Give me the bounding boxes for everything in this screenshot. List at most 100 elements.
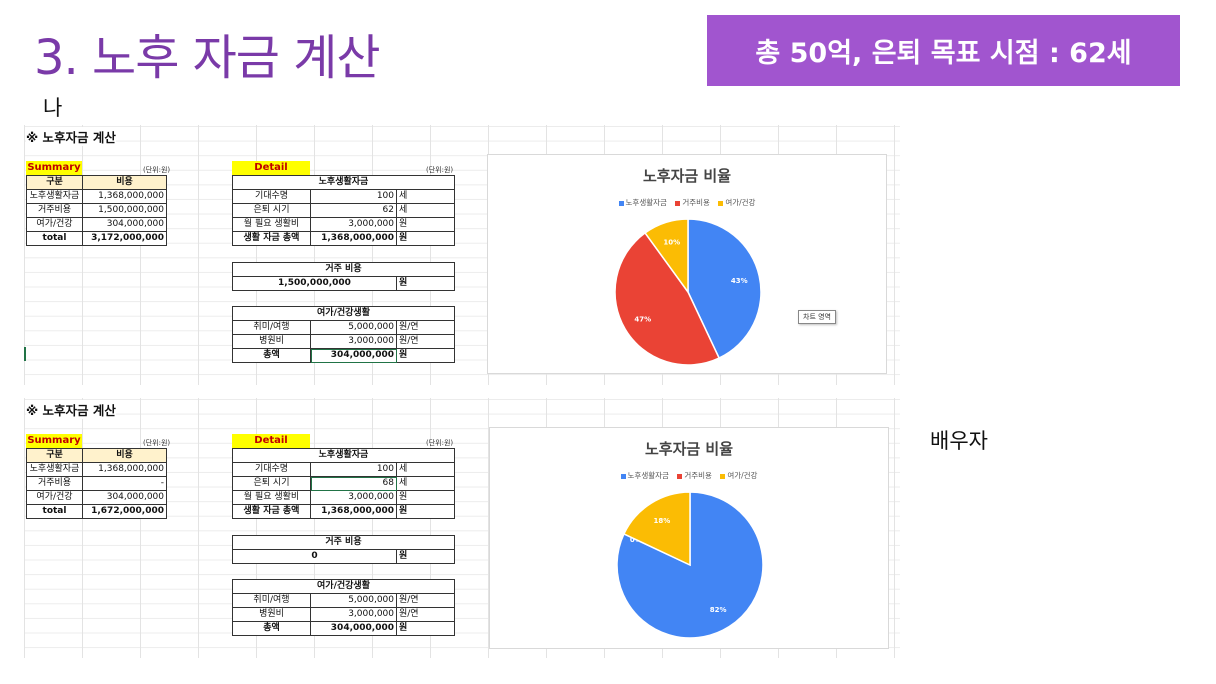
value-cell[interactable]: 62 — [310, 203, 397, 218]
pie-chart-spouse[interactable]: 노후자금 비율 노후생활자금 거주비용 여가/건강 82%0%18% — [489, 427, 889, 649]
unit-cell[interactable]: 원/연 — [396, 607, 455, 622]
unit-cell[interactable]: 원 — [396, 490, 455, 505]
unit-cell[interactable]: 세 — [396, 476, 455, 491]
label-cell[interactable]: 노후생활자금 — [26, 189, 83, 204]
label-cell[interactable]: 거주비용 — [26, 476, 83, 491]
total-label-cell[interactable]: total — [26, 504, 83, 519]
housing-header[interactable]: 거주 비용 — [232, 535, 455, 550]
living-header[interactable]: 노후생활자금 — [232, 448, 455, 463]
unit-cell[interactable]: 세 — [396, 462, 455, 477]
unit-cell[interactable]: 원/연 — [396, 593, 455, 608]
label-cell[interactable]: 거주비용 — [26, 203, 83, 218]
unit-cell[interactable]: 원 — [396, 621, 455, 636]
label-cell[interactable]: 취미/여행 — [232, 593, 311, 608]
label-cell[interactable]: 병원비 — [232, 607, 311, 622]
chart-legend: 노후생활자금 거주비용 여가/건강 — [488, 197, 886, 208]
sheet-title: ※ 노후자금 계산 — [26, 400, 116, 419]
label-cell[interactable]: 기대수명 — [232, 462, 311, 477]
value-cell[interactable]: 304,000,000 — [82, 217, 167, 232]
pie-data-label: 18% — [653, 517, 670, 525]
value-cell[interactable]: 100 — [310, 462, 397, 477]
value-cell[interactable]: 304,000,000 — [82, 490, 167, 505]
unit-cell[interactable]: 원 — [396, 348, 455, 363]
summary-tag: Summary — [26, 434, 82, 448]
unit-cell[interactable]: 원 — [396, 504, 455, 519]
selected-cell[interactable]: 304,000,000 — [310, 348, 397, 363]
housing-value-cell[interactable]: 0 — [232, 549, 397, 564]
housing-header[interactable]: 거주 비용 — [232, 262, 455, 277]
label-cell[interactable]: 은퇴 시기 — [232, 476, 311, 491]
value-cell[interactable]: 5,000,000 — [310, 320, 397, 335]
living-header[interactable]: 노후생활자금 — [232, 175, 455, 190]
value-cell[interactable]: 1,368,000,000 — [82, 189, 167, 204]
value-cell[interactable]: 1,500,000,000 — [82, 203, 167, 218]
value-cell[interactable]: 3,000,000 — [310, 607, 397, 622]
table-row: 취미/여행 5,000,000 원/연 — [232, 593, 455, 608]
value-cell[interactable]: 304,000,000 — [310, 621, 397, 636]
pie-slice-3[interactable] — [622, 491, 691, 567]
label-cell[interactable]: 취미/여행 — [232, 320, 311, 335]
label-cell[interactable]: 월 필요 생활비 — [232, 217, 311, 232]
pie-slice-1[interactable] — [687, 218, 762, 360]
value-cell[interactable]: 3,000,000 — [310, 334, 397, 349]
label-cell[interactable]: 여가/건강 — [26, 217, 83, 232]
header-cell[interactable]: 비용 — [82, 175, 167, 190]
value-cell[interactable]: - — [82, 476, 167, 491]
goal-banner: 총 50억, 은퇴 목표 시점 : 62세 — [707, 15, 1180, 86]
unit-cell[interactable]: 원/연 — [396, 320, 455, 335]
total-value-cell[interactable]: 3,172,000,000 — [82, 231, 167, 246]
pie-chart-me[interactable]: 노후자금 비율 노후생활자금 거주비용 여가/건강 43% 47% 10% 차트 영… — [487, 154, 887, 374]
value-cell[interactable]: 5,000,000 — [310, 593, 397, 608]
unit-cell[interactable]: 원/연 — [396, 334, 455, 349]
unit-cell[interactable]: 원 — [396, 276, 455, 291]
header-cell[interactable]: 구분 — [26, 175, 83, 190]
unit-cell[interactable]: 세 — [396, 189, 455, 204]
header-cell[interactable]: 구분 — [26, 448, 83, 463]
label-cell[interactable]: 은퇴 시기 — [232, 203, 311, 218]
summary-table: 구분 비용 노후생활자금 1,368,000,000 거주비용 - 여가/건강 … — [26, 448, 167, 519]
value-cell[interactable]: 3,000,000 — [310, 217, 397, 232]
header-cell[interactable]: 비용 — [82, 448, 167, 463]
value-cell[interactable]: 100 — [310, 189, 397, 204]
table-row: 1,500,000,000 원 — [232, 276, 455, 291]
housing-value-cell[interactable]: 1,500,000,000 — [232, 276, 397, 291]
unit-cell[interactable]: 원 — [396, 231, 455, 246]
pie-data-label: 47% — [634, 315, 651, 323]
label-cell[interactable]: 생활 자금 총액 — [232, 504, 311, 519]
value-cell[interactable]: 3,000,000 — [310, 490, 397, 505]
label-cell[interactable]: 생활 자금 총액 — [232, 231, 311, 246]
label-cell[interactable]: 월 필요 생활비 — [232, 490, 311, 505]
value-cell[interactable]: 1,368,000,000 — [82, 462, 167, 477]
value-cell[interactable]: 1,368,000,000 — [310, 504, 397, 519]
legend-label: 여가/건강 — [727, 471, 758, 480]
label-cell[interactable]: 여가/건강 — [26, 490, 83, 505]
value-cell[interactable]: 1,368,000,000 — [310, 231, 397, 246]
pie-slice-3[interactable] — [644, 218, 689, 295]
label-cell[interactable]: 총액 — [232, 348, 311, 363]
chart-title: 노후자금 비율 — [644, 440, 734, 458]
label-cell[interactable]: 총액 — [232, 621, 311, 636]
unit-cell[interactable]: 원 — [396, 217, 455, 232]
leisure-header[interactable]: 여가/건강생활 — [232, 579, 455, 594]
label-cell[interactable]: 노후생활자금 — [26, 462, 83, 477]
legend-entry: 노후생활자금 — [620, 470, 669, 481]
table-row: 은퇴 시기 62 세 — [232, 203, 455, 218]
pie-slice-2[interactable] — [614, 231, 721, 366]
label-spouse: 배우자 — [930, 429, 988, 453]
unit-cell[interactable]: 원 — [396, 549, 455, 564]
selected-cell[interactable]: 68 — [310, 476, 397, 491]
legend-swatch — [620, 473, 626, 479]
label-me: 나 — [43, 96, 63, 120]
unit-cell[interactable]: 세 — [396, 203, 455, 218]
leisure-header[interactable]: 여가/건강생활 — [232, 306, 455, 321]
total-row: total 3,172,000,000 — [26, 231, 167, 246]
total-label-cell[interactable]: total — [26, 231, 83, 246]
chart-area-tooltip: 차트 영역 — [798, 310, 836, 324]
total-row: total 1,672,000,000 — [26, 504, 167, 519]
summary-tag: Summary — [26, 161, 82, 175]
label-cell[interactable]: 병원비 — [232, 334, 311, 349]
legend-swatch — [618, 200, 624, 206]
total-value-cell[interactable]: 1,672,000,000 — [82, 504, 167, 519]
summary-table: 구분 비용 노후생활자금 1,368,000,000 거주비용 1,500,00… — [26, 175, 167, 246]
label-cell[interactable]: 기대수명 — [232, 189, 311, 204]
